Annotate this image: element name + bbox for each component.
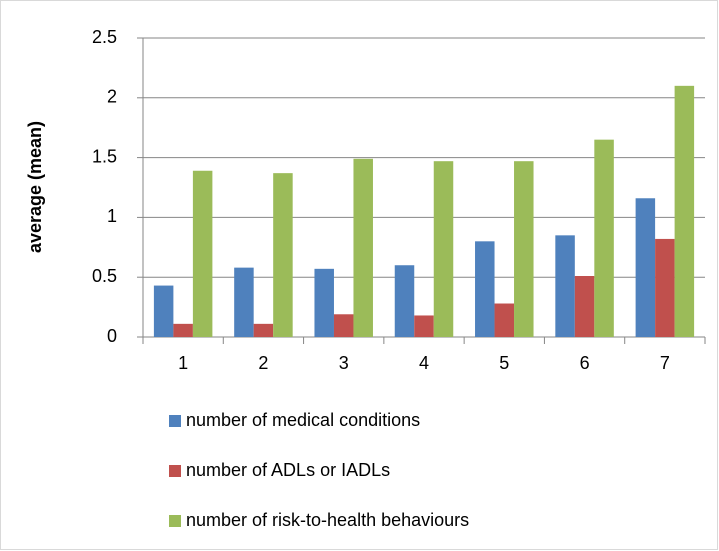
bar bbox=[353, 158, 373, 337]
legend-label: number of ADLs or IADLs bbox=[186, 460, 390, 480]
bar bbox=[234, 267, 254, 337]
bar bbox=[333, 314, 354, 337]
y-tick-label: 1.5 bbox=[92, 146, 117, 166]
legend-swatch bbox=[169, 515, 181, 527]
x-tick-label: 2 bbox=[258, 353, 268, 373]
x-tick-label: 7 bbox=[660, 353, 670, 373]
y-tick-label: 0 bbox=[107, 326, 117, 346]
bar bbox=[433, 161, 454, 337]
x-tick-label: 4 bbox=[419, 353, 429, 373]
bar bbox=[574, 276, 595, 337]
bar bbox=[635, 198, 656, 337]
bar bbox=[594, 139, 614, 337]
bar bbox=[192, 170, 213, 337]
bar bbox=[555, 235, 575, 337]
bar bbox=[253, 323, 274, 337]
bar bbox=[273, 173, 293, 337]
y-tick-label: 0.5 bbox=[92, 266, 117, 286]
bar bbox=[394, 265, 415, 337]
bar bbox=[514, 161, 534, 337]
bar bbox=[173, 323, 193, 337]
legend-swatch bbox=[169, 415, 181, 427]
y-tick-label: 1 bbox=[107, 206, 117, 226]
bar bbox=[153, 285, 174, 337]
x-tick-label: 1 bbox=[178, 353, 188, 373]
y-tick-label: 2 bbox=[107, 87, 117, 107]
y-tick-label: 2.5 bbox=[92, 27, 117, 47]
legend-swatch bbox=[169, 465, 181, 477]
bar bbox=[674, 85, 695, 337]
x-tick-label: 3 bbox=[339, 353, 349, 373]
x-tick-label: 5 bbox=[499, 353, 509, 373]
legend-label: number of medical conditions bbox=[186, 410, 420, 430]
bar bbox=[494, 303, 515, 337]
bar bbox=[475, 241, 495, 337]
y-axis-label: average (mean) bbox=[25, 121, 45, 253]
legend-label: number of risk-to-health behaviours bbox=[186, 510, 469, 530]
x-tick-label: 6 bbox=[580, 353, 590, 373]
bar bbox=[314, 268, 334, 337]
bar bbox=[655, 238, 675, 337]
bar bbox=[414, 315, 434, 337]
